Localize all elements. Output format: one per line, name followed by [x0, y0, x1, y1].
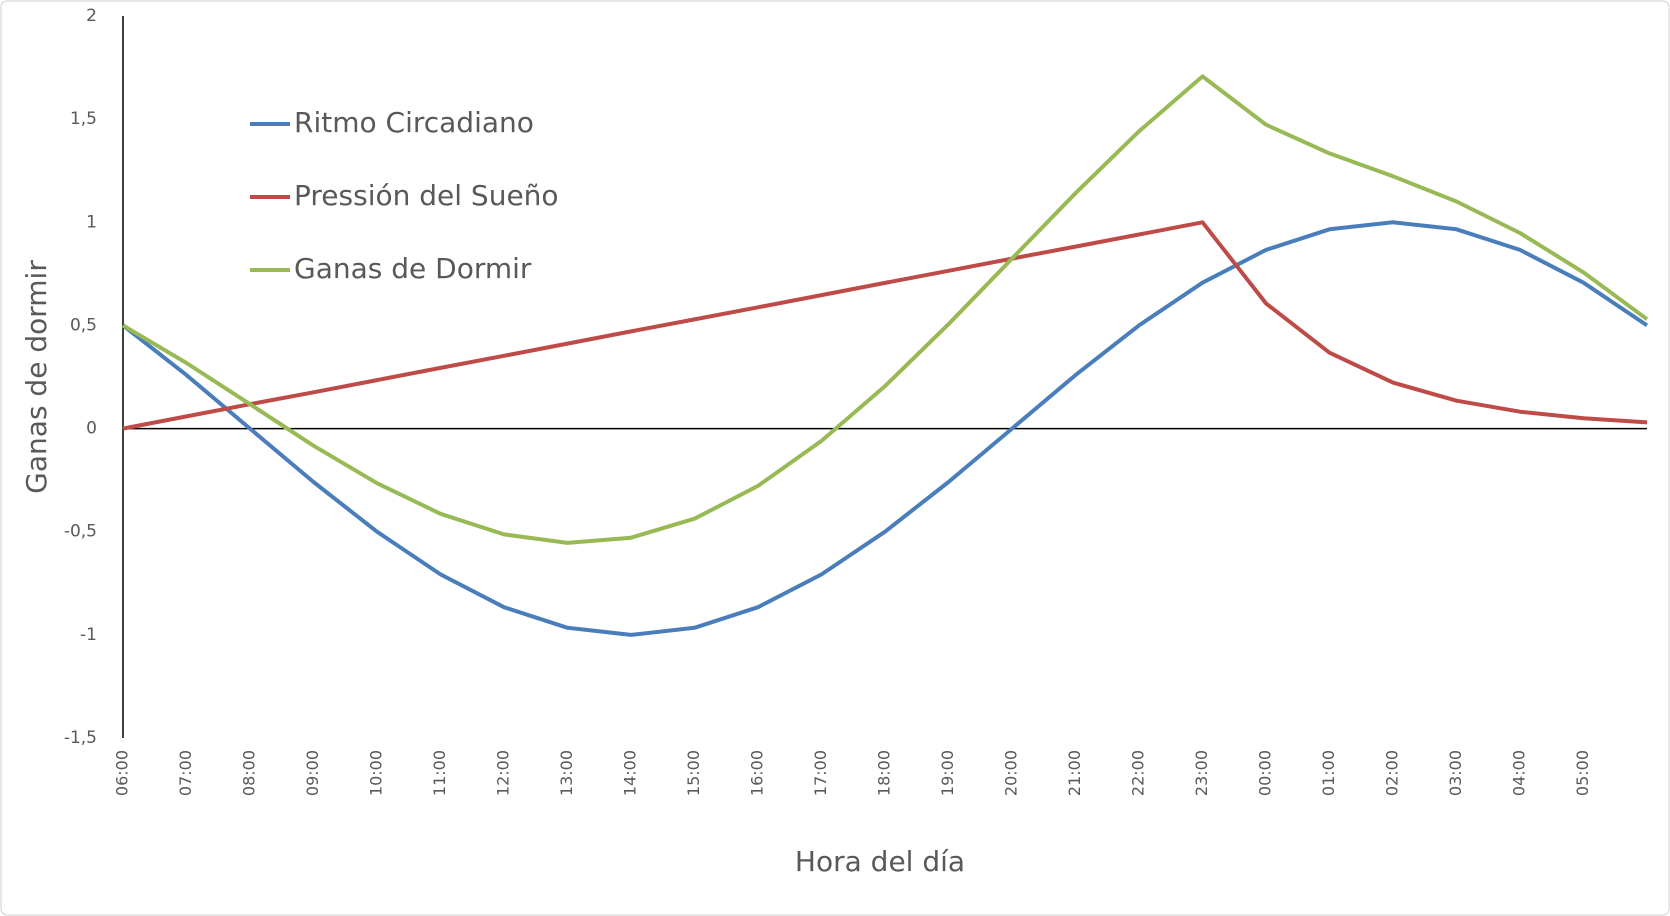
x-tick-label: 15:00	[684, 750, 703, 796]
x-tick-label: 04:00	[1510, 750, 1529, 796]
legend-label: Ritmo Circadiano	[294, 106, 534, 139]
y-tick-label: 1	[86, 212, 97, 232]
x-tick-label: 13:00	[557, 750, 576, 796]
y-axis-title: Ganas de dormir	[20, 260, 53, 494]
line-series	[121, 220, 1649, 637]
x-tick-label: 08:00	[240, 750, 259, 796]
x-tick-label: 18:00	[875, 750, 894, 796]
x-tick-label: 12:00	[494, 750, 513, 796]
y-tick-label: 2	[86, 6, 97, 26]
x-tick-label: 09:00	[303, 750, 322, 796]
y-tick-label: -1,5	[64, 728, 97, 748]
x-tick-label: 02:00	[1383, 750, 1402, 796]
y-tick-label: 0,5	[70, 315, 97, 335]
x-tick-label: 20:00	[1002, 750, 1021, 796]
line-series	[122, 220, 1648, 431]
x-tick-label: 21:00	[1065, 750, 1084, 796]
x-tick-label: 11:00	[430, 750, 449, 796]
x-tick-label: 23:00	[1192, 750, 1211, 796]
x-tick-label: 14:00	[621, 750, 640, 796]
x-tick-label: 16:00	[748, 750, 767, 796]
x-axis-title: Hora del día	[795, 845, 965, 878]
y-tick-label: 0	[86, 419, 97, 439]
x-tick-label: 17:00	[811, 750, 830, 796]
x-tick-label: 10:00	[367, 750, 386, 796]
x-tick-label: 00:00	[1256, 750, 1275, 796]
x-tick-label: 07:00	[176, 750, 195, 796]
legend-label: Pressión del Sueño	[294, 179, 559, 212]
x-tick-label: 05:00	[1573, 750, 1592, 796]
legend-label: Ganas de Dormir	[294, 252, 532, 285]
y-tick-label: -0,5	[64, 522, 97, 542]
x-tick-label: 06:00	[113, 750, 132, 796]
y-tick-label: 1,5	[70, 109, 97, 129]
x-tick-label: 03:00	[1446, 750, 1465, 796]
y-tick-label: -1	[80, 625, 97, 645]
x-tick-label: 01:00	[1319, 750, 1338, 796]
x-tick-label: 19:00	[938, 750, 957, 796]
x-tick-label: 22:00	[1129, 750, 1148, 796]
line-series	[121, 74, 1649, 545]
